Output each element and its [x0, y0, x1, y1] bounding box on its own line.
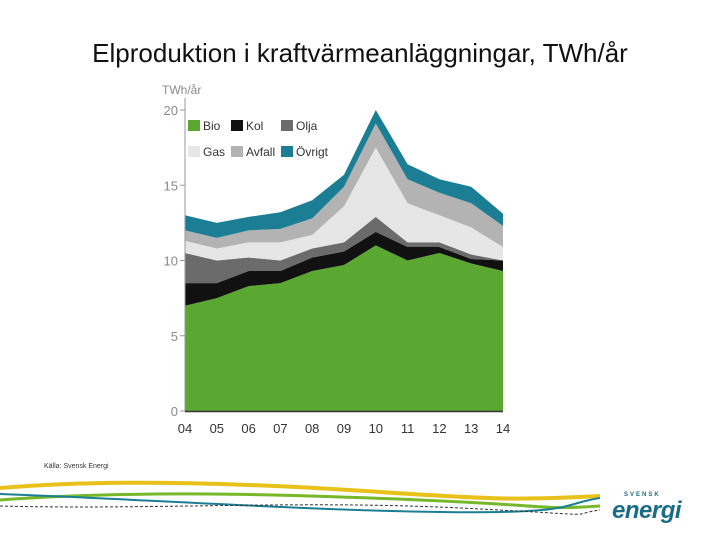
slide-title: Elproduktion i kraftvärmeanläggningar, T… [92, 38, 628, 68]
logo-big-text: energi [612, 497, 682, 524]
legend-label-gas: Gas [203, 145, 225, 159]
y-tick-label: 20 [164, 103, 178, 118]
decorative-wave-lines [0, 480, 600, 515]
area-series-övrigt [185, 110, 503, 238]
area-series-gas [185, 147, 503, 261]
x-tick-label: 05 [210, 421, 224, 436]
y-tick-label: 0 [171, 404, 178, 419]
wave-green [0, 492, 600, 510]
y-axis-unit-label: TWh/år [162, 83, 201, 97]
legend-swatch-bio [188, 120, 200, 131]
area-series-olja [185, 216, 503, 284]
x-tick-label: 14 [496, 421, 510, 436]
legend-label-bio: Bio [203, 119, 221, 133]
legend-swatch-olja [281, 120, 293, 131]
legend-swatch-kol [231, 120, 243, 131]
x-tick-label: 08 [305, 421, 319, 436]
y-tick-label: 10 [164, 254, 178, 269]
x-tick-label: 07 [273, 421, 287, 436]
legend-swatch-avfall [231, 146, 243, 157]
svensk-energi-logo: SVENSK energi [608, 492, 694, 524]
area-series-bio [185, 245, 503, 411]
area-series-kol [185, 231, 503, 306]
x-tick-label: 06 [241, 421, 255, 436]
legend-label-olja: Olja [296, 119, 318, 133]
source-note: Källa: Svensk Energi [44, 463, 109, 470]
x-tick-label: 11 [401, 421, 415, 436]
legend-label-kol: Kol [246, 119, 263, 133]
legend-label-avfall: Avfall [246, 145, 275, 159]
x-tick-label: 04 [178, 421, 192, 436]
logo-small-text: SVENSK [624, 492, 661, 498]
wave-dark [0, 504, 600, 515]
wave-teal [0, 493, 600, 514]
legend-label-övrigt: Övrigt [296, 145, 329, 159]
legend-swatch-övrigt [281, 146, 293, 157]
y-tick-label: 15 [164, 178, 178, 193]
x-tick-label: 10 [369, 421, 383, 436]
legend-swatch-gas [188, 146, 200, 157]
y-tick-label: 5 [171, 329, 178, 344]
x-tick-label: 13 [464, 421, 478, 436]
wave-yellow [0, 480, 600, 501]
x-tick-label: 12 [432, 421, 446, 436]
x-tick-label: 09 [337, 421, 351, 436]
